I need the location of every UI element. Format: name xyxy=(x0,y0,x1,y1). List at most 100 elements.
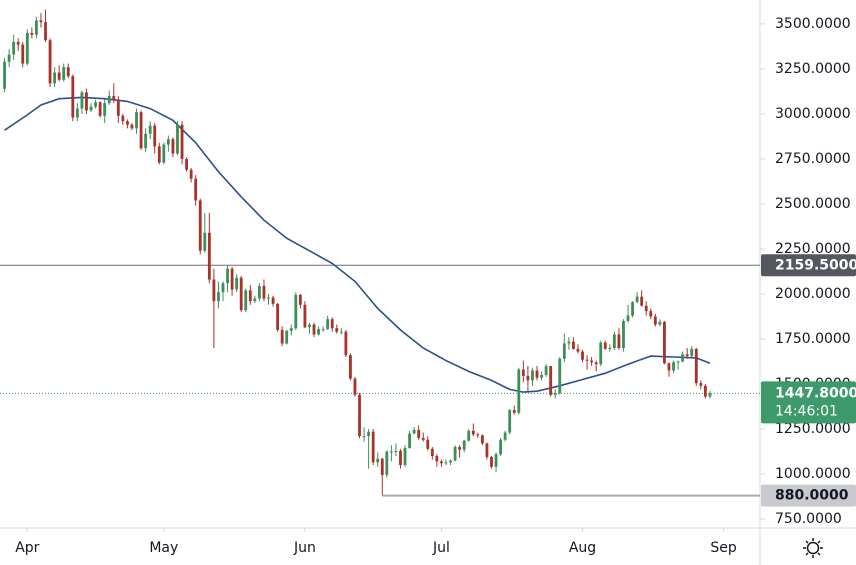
candle-body xyxy=(549,365,553,395)
candle xyxy=(435,454,439,467)
candle-body xyxy=(71,76,75,118)
y-tick-label: 2500.0000 xyxy=(775,196,851,212)
last-price-label: 1447.8000 xyxy=(775,385,856,401)
y-tick-label: 2750.0000 xyxy=(775,151,851,167)
candle-body xyxy=(144,133,148,149)
candle-body xyxy=(399,450,402,465)
candle xyxy=(148,121,152,140)
candle xyxy=(166,135,170,152)
candle xyxy=(508,409,512,435)
candle-body xyxy=(89,106,93,111)
candle xyxy=(694,347,698,386)
y-tick-label: 750.0000 xyxy=(775,511,842,527)
candle-body xyxy=(75,108,79,118)
candle xyxy=(107,90,111,105)
candle xyxy=(703,383,707,399)
candle xyxy=(408,430,411,449)
x-tick-label: Jul xyxy=(432,540,450,556)
candle xyxy=(85,88,88,114)
candle-body xyxy=(226,268,229,284)
candle-body xyxy=(453,446,457,461)
candle-body xyxy=(622,320,625,348)
candle xyxy=(62,63,66,82)
candle xyxy=(444,459,448,465)
candle xyxy=(440,459,443,467)
candle-body xyxy=(271,297,275,304)
candle-body xyxy=(62,67,66,80)
candle-body xyxy=(335,328,339,332)
candle xyxy=(203,212,207,253)
candle xyxy=(335,324,339,334)
candle-body xyxy=(631,302,634,316)
candle-body xyxy=(371,431,375,463)
candle-body xyxy=(80,92,84,109)
candle-body xyxy=(235,277,239,290)
candle-body xyxy=(599,342,603,365)
candle-body xyxy=(685,354,689,357)
candle-body xyxy=(440,461,443,464)
candle-body xyxy=(180,124,184,159)
candle xyxy=(244,288,248,312)
candle-body xyxy=(667,363,671,371)
candle xyxy=(421,432,425,442)
gear-ring xyxy=(806,541,820,555)
candle-body xyxy=(462,440,466,450)
x-tick-label: Aug xyxy=(569,540,596,556)
settings-icon[interactable] xyxy=(803,538,823,558)
candle-body xyxy=(185,158,188,170)
candle xyxy=(658,319,662,327)
candle xyxy=(649,308,653,320)
candle-body xyxy=(153,125,157,147)
candle xyxy=(344,329,348,357)
candle-body xyxy=(544,365,548,375)
candle xyxy=(403,445,407,467)
candle-body xyxy=(157,146,161,163)
candle xyxy=(12,34,16,60)
candle-body xyxy=(644,305,648,312)
candle xyxy=(590,356,594,366)
candle xyxy=(576,344,580,354)
candle-body xyxy=(653,316,657,325)
candle-body xyxy=(694,348,698,384)
candle xyxy=(171,137,175,158)
candle-body xyxy=(248,290,252,302)
candle xyxy=(226,265,229,293)
candle xyxy=(644,301,648,316)
candle xyxy=(326,315,330,330)
candle-body xyxy=(449,460,452,463)
candle-body xyxy=(640,296,644,306)
candle-body xyxy=(262,285,266,299)
candle-body xyxy=(540,374,543,378)
candle xyxy=(635,292,639,303)
candle-body xyxy=(253,298,257,302)
candle xyxy=(212,268,216,348)
candle xyxy=(194,175,198,206)
candle-body xyxy=(230,268,234,290)
candle xyxy=(339,328,343,335)
candle-body xyxy=(499,439,503,455)
candle-body xyxy=(289,328,293,331)
candle-body xyxy=(3,61,6,89)
candle-body xyxy=(112,95,116,100)
y-tick-label: 3500.0000 xyxy=(775,16,851,32)
candle-body xyxy=(417,429,421,438)
candle-body xyxy=(53,72,57,84)
candle xyxy=(262,279,266,302)
candle-body xyxy=(485,443,489,457)
candle-body xyxy=(280,329,284,344)
last-price-badge xyxy=(761,381,856,424)
candle xyxy=(157,142,161,165)
candle xyxy=(499,437,503,456)
candle xyxy=(176,121,179,156)
candle xyxy=(672,360,675,374)
candle xyxy=(34,16,38,39)
candle xyxy=(285,329,289,345)
candle-body xyxy=(358,394,361,437)
candle xyxy=(594,360,598,372)
candle xyxy=(349,353,352,381)
candle xyxy=(235,274,239,293)
candle-body xyxy=(171,139,175,154)
candle-body xyxy=(189,169,193,179)
candle xyxy=(562,333,566,363)
